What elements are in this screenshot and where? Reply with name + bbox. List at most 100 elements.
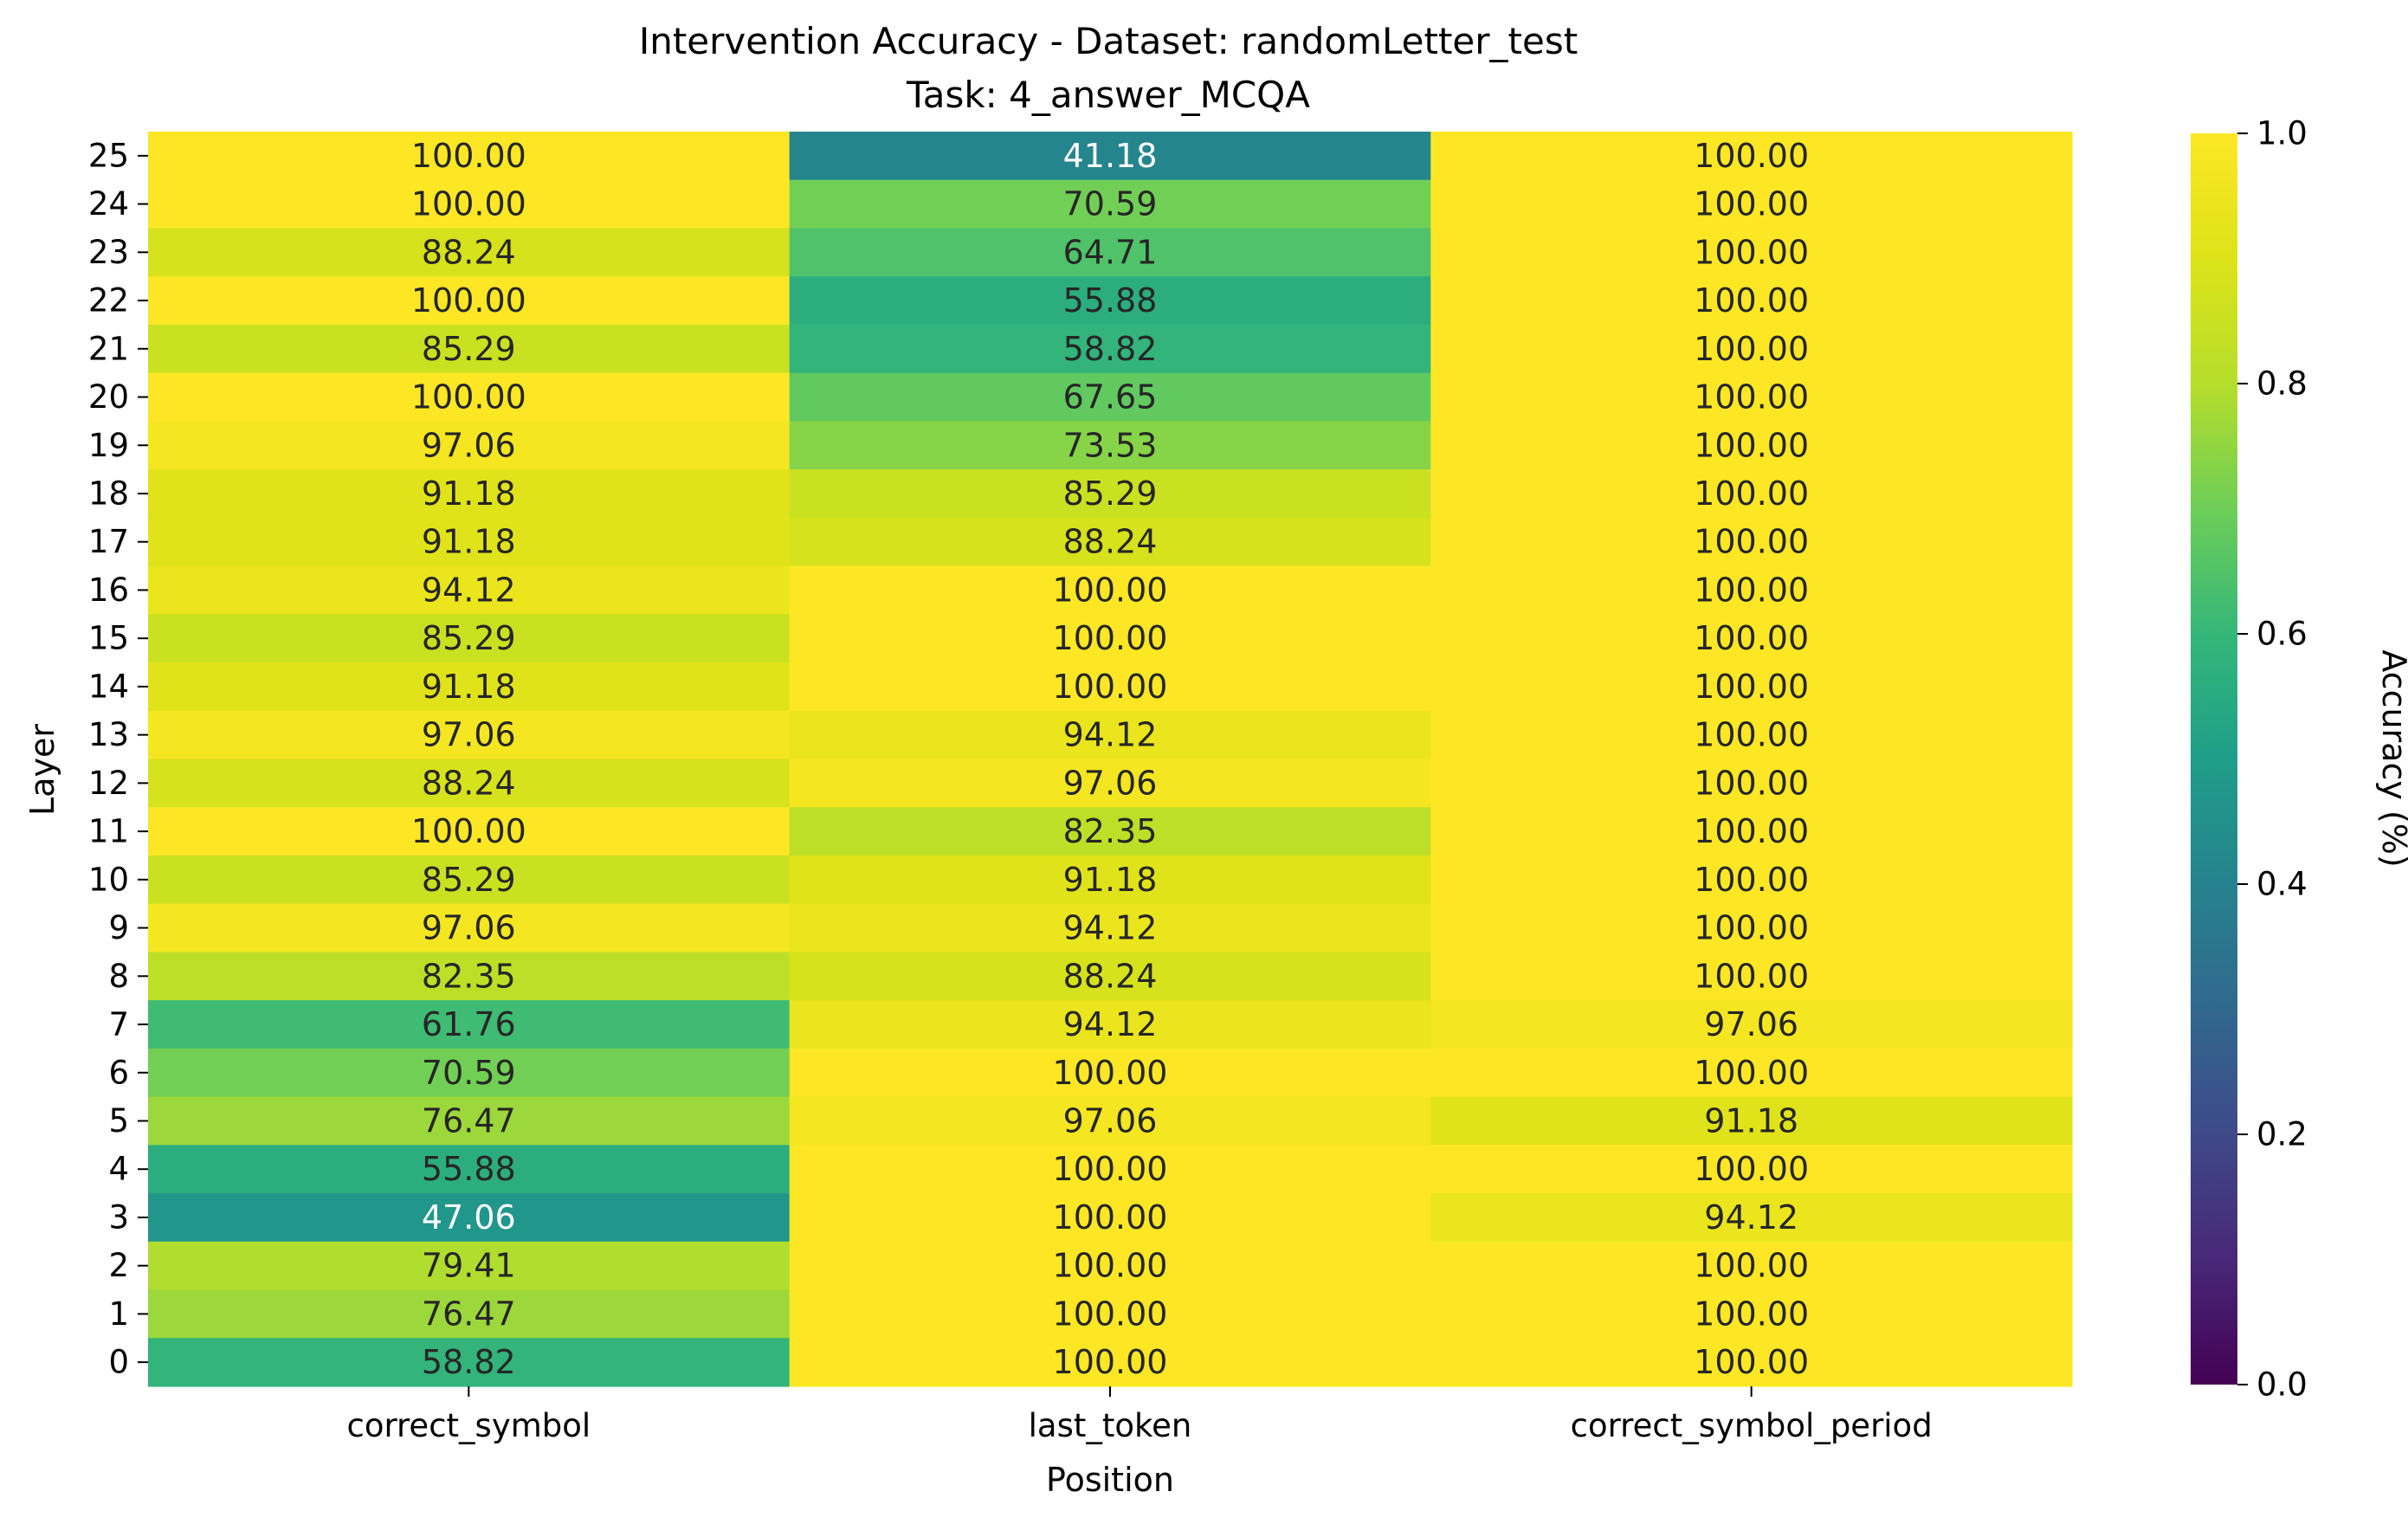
cell-value-label: 100.00 (1694, 1343, 1809, 1381)
heatmap-cell (148, 324, 791, 374)
cell-value-label: 67.65 (1063, 378, 1158, 417)
y-tick-label: 15 (88, 620, 129, 657)
heatmap-cell (1430, 1289, 2073, 1339)
heatmap-cell (789, 855, 1431, 905)
heatmap-cell (148, 710, 791, 760)
heatmap-cell (1430, 662, 2073, 712)
heatmap-cell (789, 1241, 1431, 1291)
heatmap-cell (789, 1096, 1431, 1146)
cell-value-label: 88.24 (422, 233, 516, 271)
cell-value-label: 58.82 (1063, 330, 1158, 368)
heatmap-cells: 100.00 41.18 100.00 100.00 70.59 100.00 88.24 6… (148, 132, 2073, 1387)
cell-value-label: 55.88 (422, 1150, 516, 1188)
heatmap-cell (148, 228, 791, 277)
heatmap-cell (148, 1145, 791, 1194)
heatmap-cell (148, 1289, 791, 1339)
heatmap-cell (148, 565, 791, 615)
heatmap-cell (148, 614, 791, 663)
heatmap-cell (148, 1000, 791, 1049)
cell-value-label: 97.06 (1704, 1005, 1798, 1043)
cell-value-label: 97.06 (1063, 1101, 1158, 1140)
cell-value-label: 100.00 (411, 378, 526, 417)
cell-value-label: 79.41 (422, 1247, 516, 1285)
cell-value-label: 94.12 (422, 571, 516, 609)
y-tick-label: 2 (108, 1247, 129, 1284)
y-tick-label: 24 (88, 185, 129, 223)
y-tick-label: 11 (88, 813, 129, 850)
cell-value-label: 70.59 (1063, 185, 1158, 223)
cell-value-label: 100.00 (1053, 1150, 1168, 1188)
cell-value-label: 100.00 (1694, 523, 1809, 561)
colorbar-tick-label: 0.6 (2256, 616, 2308, 653)
y-tick-label: 9 (108, 909, 129, 946)
heatmap-cell (1430, 614, 2073, 663)
cell-value-label: 41.18 (1063, 137, 1158, 175)
cell-value-label: 85.29 (1063, 475, 1158, 513)
heatmap-cell (148, 132, 791, 181)
cell-value-label: 64.71 (1063, 233, 1158, 271)
heatmap-cell (789, 324, 1431, 374)
heatmap-cell (789, 662, 1431, 712)
y-tick-label: 16 (88, 572, 129, 609)
heatmap-cell (1430, 1241, 2073, 1291)
heatmap-cell (148, 903, 791, 953)
y-axis-ticks: 2524232221201918171615141312111098765432… (88, 137, 148, 1381)
heatmap-cell (148, 759, 791, 808)
cell-value-label: 94.12 (1063, 716, 1158, 754)
heatmap-cell (148, 276, 791, 326)
y-tick-label: 7 (108, 1006, 129, 1043)
cell-value-label: 100.00 (1694, 378, 1809, 417)
cell-value-label: 91.18 (1704, 1101, 1798, 1140)
cell-value-label: 82.35 (1063, 812, 1158, 850)
heatmap-cell (1430, 132, 2073, 181)
cell-value-label: 100.00 (411, 812, 526, 850)
heatmap-cell (148, 179, 791, 229)
cell-value-label: 61.76 (422, 1005, 516, 1043)
heatmap-cell (1430, 855, 2073, 905)
y-tick-label: 10 (88, 861, 129, 898)
y-tick-label: 0 (108, 1344, 129, 1381)
y-tick-label: 12 (88, 765, 129, 802)
y-tick-label: 25 (88, 137, 129, 174)
heatmap-cell (148, 855, 791, 905)
heatmap-cell (1430, 179, 2073, 229)
heatmap-cell (148, 952, 791, 1001)
colorbar: 0.0 0.2 0.4 0.6 0.8 1.0 Accuracy (%) (2191, 115, 2408, 1404)
cell-value-label: 100.00 (1053, 668, 1168, 706)
heatmap-cell (1430, 903, 2073, 953)
cell-value-label: 94.12 (1063, 1005, 1158, 1043)
heatmap-cell (1430, 1338, 2073, 1387)
cell-value-label: 76.47 (422, 1295, 516, 1333)
heatmap-cell (148, 1193, 791, 1243)
y-tick-label: 1 (108, 1295, 129, 1333)
heatmap-cell (789, 759, 1431, 808)
heatmap-cell (789, 710, 1431, 760)
x-tick-label: correct_symbol (346, 1407, 591, 1444)
heatmap-cell (789, 1000, 1431, 1049)
heatmap-cell (148, 1096, 791, 1146)
heatmap-cell (789, 372, 1431, 422)
heatmap-cell (1430, 1048, 2073, 1098)
y-tick-label: 19 (88, 427, 129, 464)
cell-value-label: 100.00 (1694, 330, 1809, 368)
heatmap-cell (789, 179, 1431, 229)
cell-value-label: 91.18 (422, 475, 516, 513)
heatmap-cell (148, 372, 791, 422)
cell-value-label: 73.53 (1063, 426, 1158, 464)
cell-value-label: 100.00 (1053, 1343, 1168, 1381)
cell-value-label: 100.00 (1694, 957, 1809, 995)
cell-value-label: 100.00 (1694, 281, 1809, 320)
colorbar-gradient (2191, 133, 2237, 1385)
cell-value-label: 100.00 (1694, 668, 1809, 706)
colorbar-tick-label: 0.4 (2256, 866, 2308, 903)
heatmap-cell (1430, 807, 2073, 856)
heatmap-cell (789, 228, 1431, 277)
heatmap-cell (789, 421, 1431, 470)
cell-value-label: 85.29 (422, 330, 516, 368)
cell-value-label: 100.00 (1053, 571, 1168, 609)
heatmap-cell (1430, 952, 2073, 1001)
y-tick-label: 6 (108, 1054, 129, 1091)
heatmap-cell (789, 469, 1431, 519)
cell-value-label: 100.00 (411, 185, 526, 223)
heatmap-cell (1430, 710, 2073, 760)
